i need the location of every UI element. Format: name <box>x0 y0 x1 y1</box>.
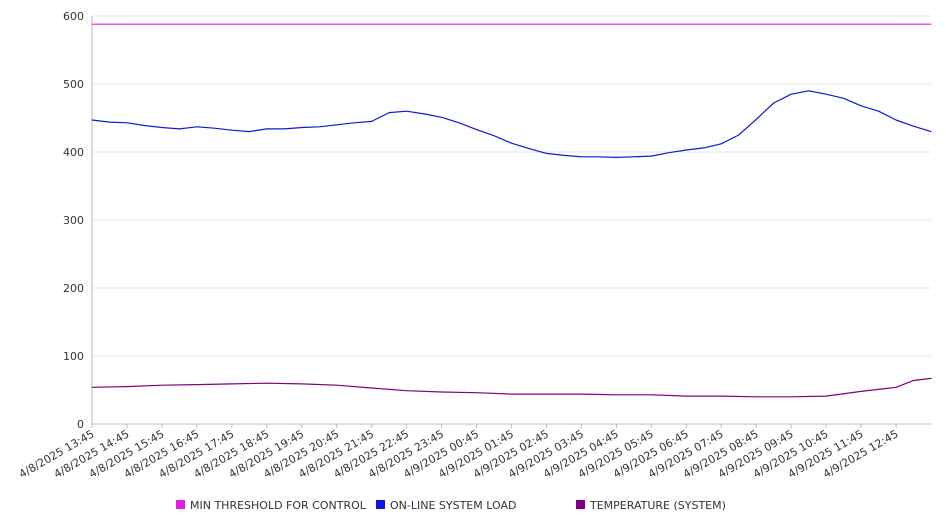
legend-label: TEMPERATURE (SYSTEM) <box>589 499 726 512</box>
y-tick-label: 100 <box>63 350 84 363</box>
y-tick-label: 0 <box>77 418 84 431</box>
legend: MIN THRESHOLD FOR CONTROL ON-LINE SYSTEM … <box>176 499 726 512</box>
legend-label: MIN THRESHOLD FOR CONTROL <box>190 499 367 512</box>
legend-swatch <box>376 500 385 509</box>
y-tick-label: 200 <box>63 282 84 295</box>
y-tick-labels: 0 100 200 300 400 500 600 <box>63 10 84 431</box>
axes <box>91 16 931 428</box>
y-tick-label: 600 <box>63 10 84 23</box>
gridlines <box>92 15 931 357</box>
legend-swatch <box>576 500 585 509</box>
legend-label: ON-LINE SYSTEM LOAD <box>390 499 516 512</box>
x-tick-labels: 4/8/2025 13:454/8/2025 14:454/8/2025 15:… <box>17 427 901 481</box>
y-tick-label: 300 <box>63 214 84 227</box>
y-tick-label: 500 <box>63 78 84 91</box>
series-line-2 <box>91 377 932 398</box>
series-line-1 <box>91 90 932 158</box>
legend-swatch <box>176 500 185 509</box>
series-lines <box>91 23 932 398</box>
y-tick-label: 400 <box>63 146 84 159</box>
